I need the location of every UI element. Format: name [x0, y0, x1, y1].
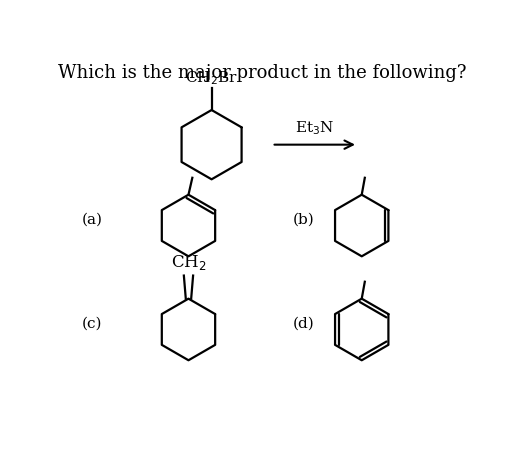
Text: Which is the major product in the following?: Which is the major product in the follow…	[58, 64, 466, 82]
Text: (b): (b)	[292, 212, 314, 227]
Text: CH$_2$: CH$_2$	[170, 254, 206, 273]
Text: Et$_3$N: Et$_3$N	[295, 119, 334, 137]
Text: CH$_2$Br: CH$_2$Br	[185, 69, 238, 87]
Text: (a): (a)	[82, 212, 103, 227]
Text: (c): (c)	[82, 316, 103, 330]
Text: (d): (d)	[292, 316, 314, 330]
